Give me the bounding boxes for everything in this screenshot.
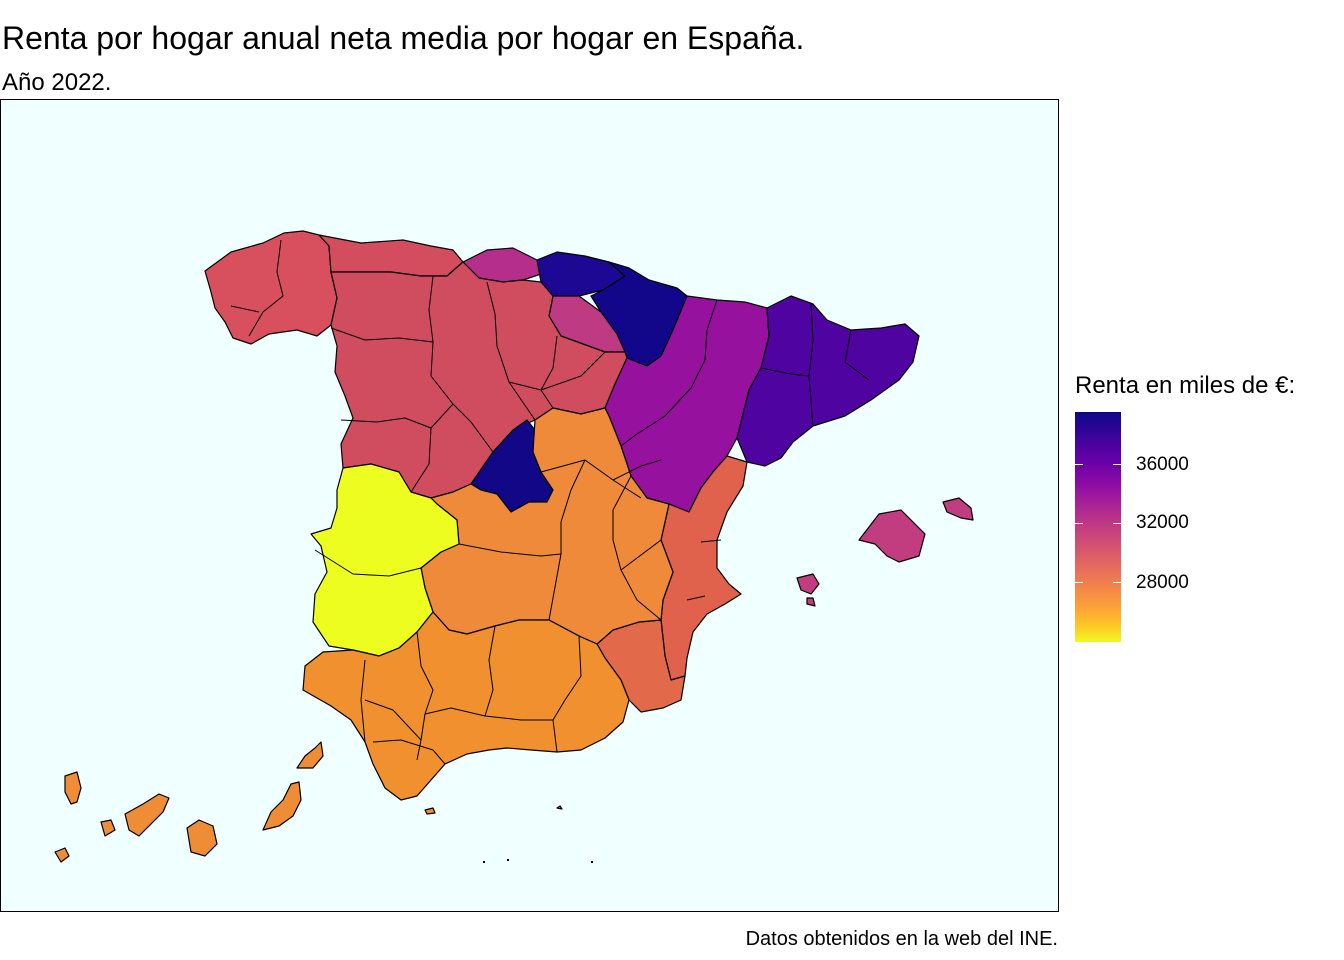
map-panel: [0, 99, 1059, 912]
region-galicia: [204, 230, 338, 345]
map-title: Renta por hogar anual neta media por hog…: [2, 20, 805, 56]
region-ceuta: [424, 807, 436, 815]
legend-label-28000: 28000: [1136, 572, 1189, 593]
spain-map: [54, 230, 974, 863]
legend-tick-32000-right: [1113, 523, 1121, 524]
legend-tick-32000: [1075, 523, 1083, 524]
legend-label-32000: 32000: [1136, 512, 1189, 533]
legend-tick-28000-right: [1113, 582, 1121, 583]
region-cataluna: [736, 295, 920, 467]
province-borders: [230, 239, 870, 765]
legend-label-36000: 36000: [1136, 454, 1189, 475]
region-asturias: [318, 234, 464, 277]
region-canarias: [54, 741, 324, 863]
source-caption: Datos obtenidos en la web del INE.: [745, 928, 1058, 950]
region-baleares: [796, 497, 974, 607]
legend-tick-28000: [1075, 582, 1083, 583]
legend-title: Renta en miles de €:: [1075, 372, 1296, 399]
region-valencia: [660, 455, 748, 681]
legend-tick-36000: [1075, 464, 1083, 465]
legend-colorbar: [1075, 412, 1121, 642]
region-andalucia: [302, 611, 630, 801]
map-subtitle: Año 2022.: [2, 69, 112, 96]
legend-tick-36000-right: [1113, 464, 1121, 465]
region-melilla: [556, 805, 563, 810]
